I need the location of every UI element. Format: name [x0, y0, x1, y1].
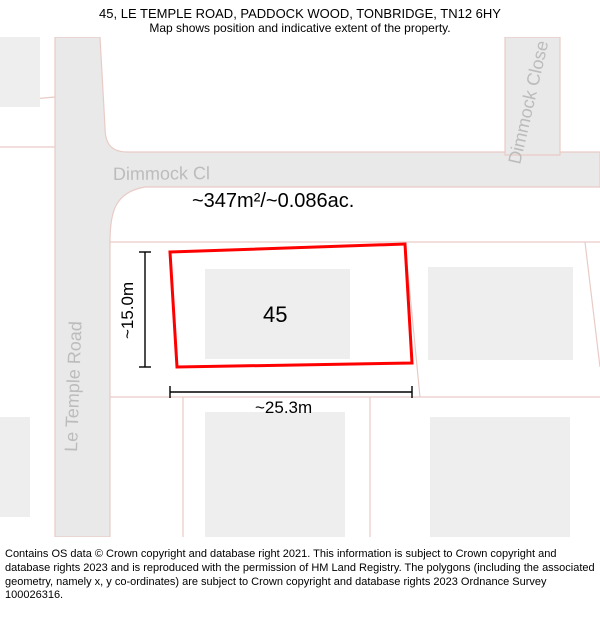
area-label: ~347m²/~0.086ac.: [192, 190, 354, 212]
width-measure-label: ~25.3m: [255, 398, 312, 417]
house-number-label: 45: [263, 302, 287, 327]
header: 45, LE TEMPLE ROAD, PADDOCK WOOD, TONBRI…: [0, 0, 600, 37]
header-subtitle: Map shows position and indicative extent…: [0, 21, 600, 35]
copyright-footer: Contains OS data © Crown copyright and d…: [0, 544, 600, 625]
road-label-dimmock-left: Dimmock Cl: [113, 163, 210, 184]
header-title: 45, LE TEMPLE ROAD, PADDOCK WOOD, TONBRI…: [0, 6, 600, 21]
height-measure-label: ~15.0m: [118, 282, 137, 339]
property-map: 45 ~15.0m ~25.3m ~347m²/~0.086ac. Le Tem…: [0, 37, 600, 537]
